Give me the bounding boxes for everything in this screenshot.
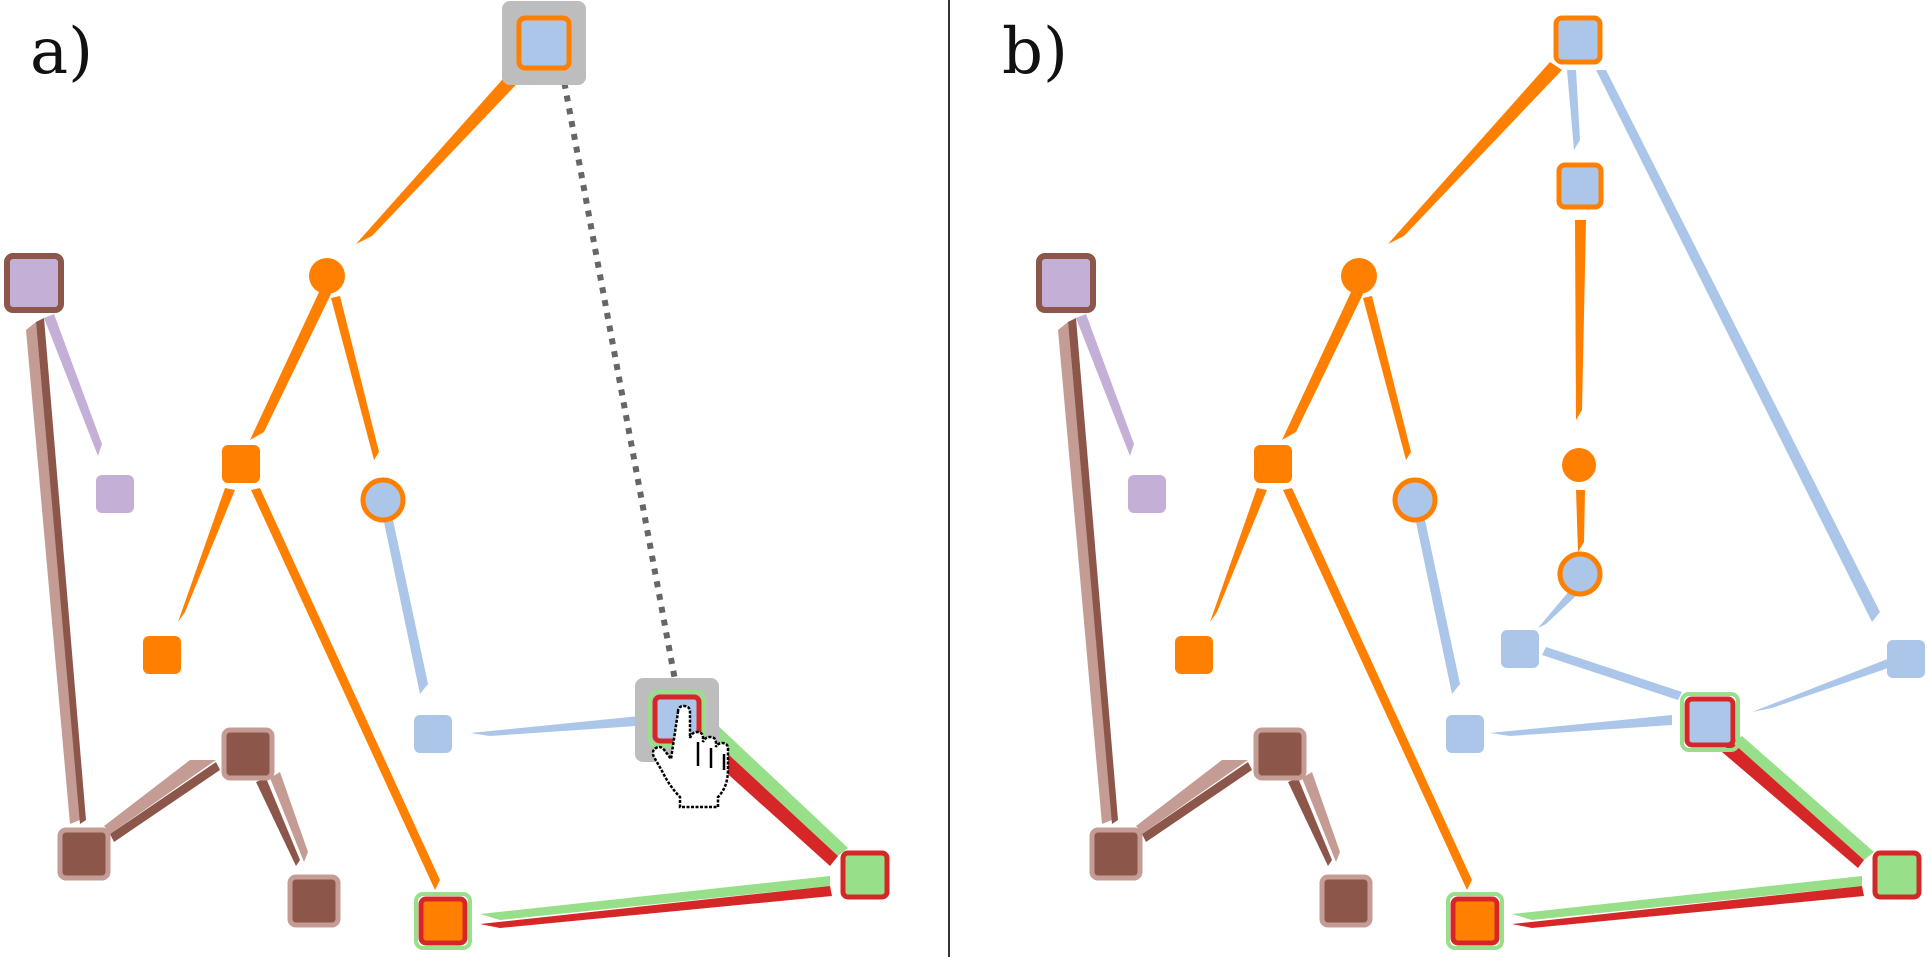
node-blue-circle[interactable] xyxy=(360,477,406,523)
node-lavender[interactable] xyxy=(1128,475,1166,513)
edge xyxy=(1596,70,1880,622)
edge xyxy=(1416,520,1460,694)
node-brown[interactable] xyxy=(287,874,341,928)
node-blue-sq[interactable] xyxy=(1556,162,1604,210)
edge xyxy=(26,322,80,824)
node-orange-circle[interactable] xyxy=(309,258,345,294)
edge xyxy=(1512,886,1864,928)
nodes xyxy=(1036,15,1925,950)
edge xyxy=(1752,658,1894,712)
node-lavender[interactable] xyxy=(96,475,134,513)
edge xyxy=(480,876,830,920)
node-brown[interactable] xyxy=(1253,727,1307,781)
node-brown[interactable] xyxy=(221,727,275,781)
edge xyxy=(110,762,220,842)
edge xyxy=(470,715,650,736)
edge xyxy=(1538,590,1578,628)
node-root[interactable] xyxy=(1553,15,1603,65)
edge xyxy=(256,778,300,866)
edge xyxy=(1288,778,1332,866)
edge xyxy=(250,290,331,440)
node-blue-leaf[interactable] xyxy=(1501,630,1539,668)
node-root[interactable] xyxy=(516,15,572,71)
nodes xyxy=(4,1,890,950)
node-orange-red[interactable] xyxy=(418,896,468,946)
node-blue-leaf[interactable] xyxy=(414,715,452,753)
edge xyxy=(1302,772,1340,862)
edge xyxy=(700,720,848,856)
edge xyxy=(480,886,832,928)
node-brown-top[interactable] xyxy=(4,253,64,313)
edges xyxy=(26,62,848,928)
node-orange-red-outline xyxy=(414,892,472,950)
edge xyxy=(1732,736,1874,860)
node-brown[interactable] xyxy=(57,827,111,881)
node-orange[interactable] xyxy=(222,445,260,483)
edge xyxy=(331,296,379,460)
edge xyxy=(1076,314,1134,456)
node-orange-circle[interactable] xyxy=(1562,448,1596,482)
edges xyxy=(1058,62,1894,928)
panel-label-a: a) xyxy=(30,15,94,89)
edge xyxy=(178,488,235,622)
edge xyxy=(44,314,102,456)
node-blue-leaf[interactable] xyxy=(1887,640,1925,678)
node-brown[interactable] xyxy=(1089,827,1143,881)
node-orange-leaf[interactable] xyxy=(1175,636,1213,674)
edge xyxy=(1542,647,1682,700)
edge xyxy=(1136,760,1248,834)
edge xyxy=(1567,70,1580,150)
node-dragged-outline xyxy=(1680,692,1740,752)
node-brown[interactable] xyxy=(1319,874,1373,928)
edge xyxy=(1363,296,1411,460)
node-green[interactable] xyxy=(1872,850,1922,900)
edge xyxy=(1388,62,1562,244)
edge xyxy=(1490,715,1672,736)
edge xyxy=(251,488,440,890)
node-orange[interactable] xyxy=(1254,445,1292,483)
edge xyxy=(1210,488,1267,622)
edge xyxy=(356,62,530,244)
node-dragged[interactable] xyxy=(1684,696,1736,748)
edge xyxy=(1575,220,1586,420)
edge xyxy=(1058,322,1112,824)
edge xyxy=(1142,762,1252,842)
edge xyxy=(1722,742,1864,868)
panel-b xyxy=(1036,15,1925,950)
edge xyxy=(1282,290,1363,440)
node-blue-circle[interactable] xyxy=(1392,477,1438,523)
edge xyxy=(104,760,216,834)
panel-a xyxy=(4,1,890,950)
edge xyxy=(1283,488,1472,890)
node-blue-leaf[interactable] xyxy=(1446,715,1484,753)
edge xyxy=(1576,490,1585,552)
node-blue-circle[interactable] xyxy=(1557,551,1603,597)
node-orange-leaf[interactable] xyxy=(143,636,181,674)
node-orange-circle[interactable] xyxy=(1341,258,1377,294)
edge xyxy=(1512,876,1862,920)
edge xyxy=(36,318,86,824)
edge xyxy=(1068,318,1118,824)
edge xyxy=(384,520,428,694)
panel-label-b: b) xyxy=(1002,15,1068,89)
node-orange-red[interactable] xyxy=(1450,896,1500,946)
node-brown-top[interactable] xyxy=(1036,253,1096,313)
hand-pointer-icon xyxy=(651,704,730,809)
edge xyxy=(270,772,308,862)
drag-path xyxy=(559,69,678,681)
node-orange-red-outline xyxy=(1446,892,1504,950)
node-green[interactable] xyxy=(840,850,890,900)
